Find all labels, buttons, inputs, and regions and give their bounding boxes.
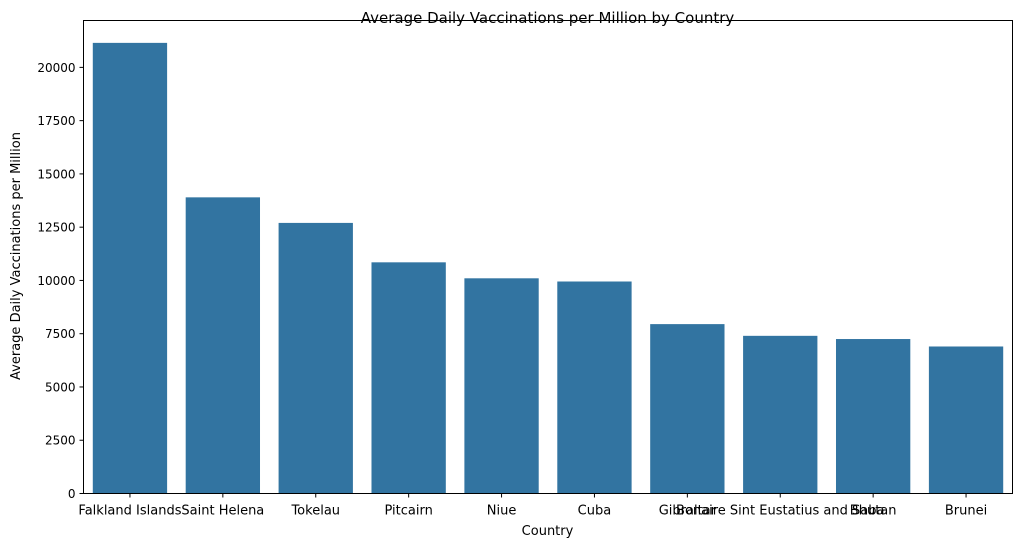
x-axis-label: Country <box>522 524 574 539</box>
bar <box>650 324 725 494</box>
bar <box>92 42 168 494</box>
y-tick-label: 10000 <box>37 274 75 288</box>
bar <box>371 262 446 494</box>
bar <box>743 335 818 494</box>
x-tick-label: Cuba <box>578 504 612 519</box>
bar <box>278 222 353 494</box>
y-tick-label: 15000 <box>37 167 75 181</box>
bars <box>92 42 1004 494</box>
x-tick-label: Pitcairn <box>384 504 432 519</box>
chart-title: Average Daily Vaccinations per Million b… <box>361 9 735 27</box>
x-tick-label: Tokelau <box>290 504 340 519</box>
y-tick-label: 17500 <box>37 114 75 128</box>
x-tick-label: Saint Helena <box>181 504 264 519</box>
x-tick-label: Bonaire Sint Eustatius and Saba <box>676 504 884 519</box>
bar <box>557 281 632 494</box>
plot-frame <box>83 20 1013 494</box>
y-axis-label: Average Daily Vaccinations per Million <box>9 132 24 380</box>
x-axis: Falkland Islands Saint Helena Tokelau Pitca… <box>78 493 987 519</box>
x-tick-label: Brunei <box>945 504 987 519</box>
y-tick-label: 20000 <box>37 61 75 75</box>
y-tick-label: 5000 <box>45 380 76 394</box>
y-tick-label: 0 <box>68 487 76 501</box>
y-tick-label: 7500 <box>45 327 76 341</box>
x-tick-label: Bhutan <box>850 504 897 519</box>
bar <box>928 346 1004 494</box>
bar <box>835 339 911 494</box>
bar <box>185 197 261 494</box>
y-tick-label: 2500 <box>45 434 76 448</box>
x-tick-label: Gibraltar <box>659 504 717 519</box>
x-tick-label: Falkland Islands <box>78 504 181 519</box>
x-tick-label: Niue <box>487 504 517 519</box>
y-axis: 0 2500 5000 7500 10000 12500 15000 17500 20000 <box>37 61 84 501</box>
bar <box>464 278 539 494</box>
y-tick-label: 12500 <box>37 221 75 235</box>
